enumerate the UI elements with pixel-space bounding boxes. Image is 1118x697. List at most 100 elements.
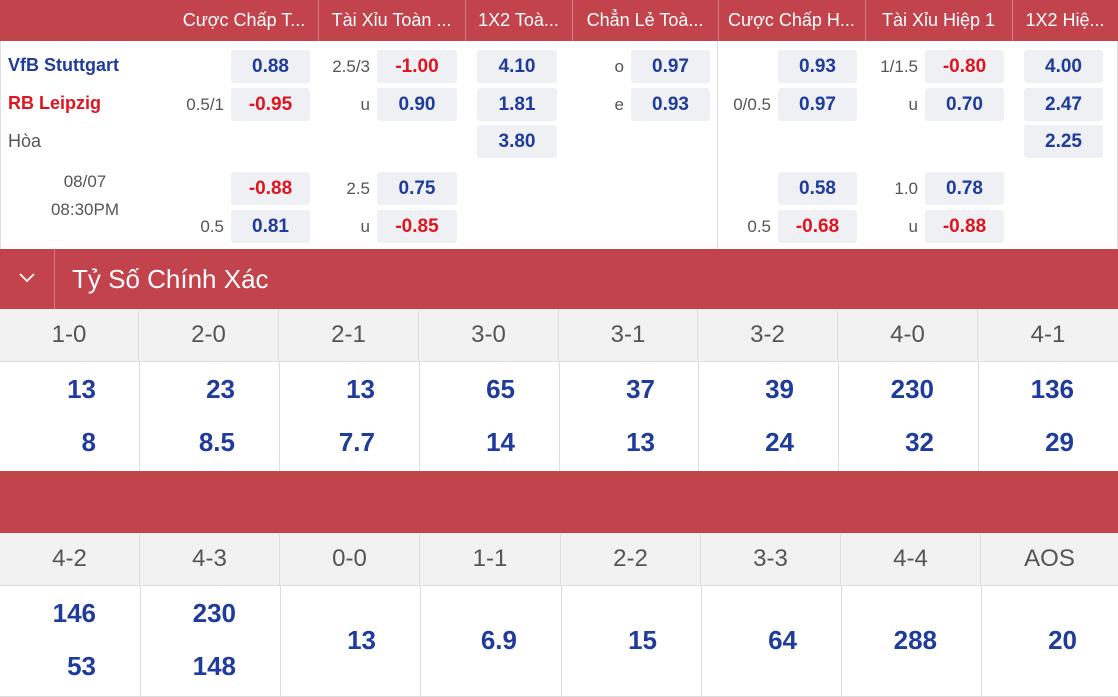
h1-under-alt-odds[interactable]: -0.88 [925,210,1004,243]
column-divider [140,585,141,697]
correct-score-section-header[interactable]: Tỷ Số Chính Xác [0,249,1118,309]
home-team-name[interactable]: VfB Stuttgart [8,55,119,75]
score-odds-away[interactable]: 148 [192,651,236,681]
away-team-name[interactable]: RB Leipzig [8,93,101,113]
score-odds-away[interactable]: 14 [486,427,515,457]
score-label: 2-2 [561,533,701,585]
ft-odd-odds[interactable]: 0.97 [631,50,710,83]
ft-handicap-alt-away-odds[interactable]: 0.81 [231,210,310,243]
h1-ou-alt-line: 1.0 [894,179,918,198]
score-label: 3-3 [701,533,841,585]
ft-over-alt-odds[interactable]: 0.75 [377,172,457,205]
column-divider [981,585,982,697]
h1-handicap-alt-away-odds[interactable]: -0.68 [778,210,857,243]
score-odds-home[interactable]: 65 [486,374,515,404]
score-odds-home[interactable]: 146 [52,598,96,628]
h1-over-alt-odds[interactable]: 0.78 [925,172,1004,205]
score-label: 0-0 [280,533,420,585]
score-odds-draw[interactable]: 6.9 [480,625,517,655]
h1-1x2-home-odds[interactable]: 4.00 [1024,50,1103,83]
score-label: AOS [1024,545,1075,572]
h1-over-odds[interactable]: -0.80 [925,50,1004,83]
score-odds-draw[interactable]: 13 [347,625,376,655]
score-odds-home[interactable]: 23 [206,374,235,404]
ft-handicap-alt-home-odds[interactable]: -0.88 [231,172,310,205]
ft-handicap-line: 0.5/1 [186,95,224,114]
ft-1x2-away-odds[interactable]: 1.81 [477,88,557,121]
score-odds-home[interactable]: 13 [67,374,96,404]
ft-even-odds[interactable]: 0.93 [631,88,710,121]
row-divider [0,585,1118,586]
col-ft-odd-even[interactable]: Chẳn Lẻ Toà... [586,10,704,30]
score-odds-draw[interactable]: 288 [893,625,937,655]
ft-ou-line: 2.5/3 [332,57,370,76]
score-label: 3-2 [698,309,838,361]
ft-over-odds[interactable]: -1.00 [377,50,457,83]
score-label: 4-0 [838,309,978,361]
col-h1-over-under[interactable]: Tài Xỉu Hiệp 1 [881,10,996,30]
score-label: 2-1 [279,309,419,361]
score-odds-away[interactable]: 32 [905,427,934,457]
score-label: 3-1 [559,309,698,361]
score-odds-away[interactable]: 24 [765,427,794,457]
score-odds-home[interactable]: 13 [346,374,375,404]
h1-under-odds[interactable]: 0.70 [925,88,1004,121]
column-divider [841,585,842,697]
score-odds-home[interactable]: 37 [626,374,655,404]
h1-1x2-draw-odds[interactable]: 2.25 [1024,125,1103,158]
h1-handicap-home-odds[interactable]: 0.93 [778,50,857,83]
score-odds-away[interactable]: 8.5 [198,427,235,457]
score-odds-away[interactable]: 7.7 [338,427,375,457]
h1-handicap-alt-home-odds[interactable]: 0.58 [778,172,857,205]
header-divider [865,0,866,41]
col-h1-handicap[interactable]: Cược Chấp H... [728,10,855,30]
column-divider [561,585,562,697]
column-divider [701,585,702,697]
score-label: 4-2 [0,533,140,585]
score-odds-home[interactable]: 230 [192,598,236,628]
score-odds-draw[interactable]: 15 [628,625,657,655]
match-datetime: 08/07 08:30PM [20,168,150,224]
score-label: 1-1 [420,533,561,585]
col-ft-1x2[interactable]: 1X2 Toà... [478,10,559,30]
match-time: 08:30PM [50,200,120,219]
ft-handicap-alt-line: 0.5 [200,217,224,236]
column-divider [978,361,979,471]
header-divider [1012,0,1013,41]
ft-1x2-home-odds[interactable]: 4.10 [477,50,557,83]
score-odds-away[interactable]: 13 [626,427,655,457]
section-title: Tỷ Số Chính Xác [72,264,269,294]
chevron-down-icon [19,273,35,283]
score-odds-home[interactable]: 136 [1030,374,1074,404]
ft-handicap-home-odds[interactable]: 0.88 [231,50,310,83]
ft-even-label: e [614,95,624,114]
score-grid-top-header: 1-0 2-0 2-1 3-0 3-1 3-2 4-0 4-1 [0,309,1118,361]
ft-handicap-away-odds[interactable]: -0.95 [231,88,310,121]
h1-1x2-away-odds[interactable]: 2.47 [1024,88,1103,121]
score-odds-home[interactable]: 39 [765,374,794,404]
col-ft-handicap[interactable]: Cược Chấp T... [182,10,306,30]
ft-1x2-draw-odds[interactable]: 3.80 [477,125,557,158]
score-odds-away[interactable]: 29 [1045,427,1074,457]
col-h1-1x2[interactable]: 1X2 Hiệ... [1025,10,1105,30]
header-divider [465,0,466,41]
col-ft-over-under[interactable]: Tài Xỉu Toàn ... [331,10,452,30]
header-divider [572,0,573,41]
collapse-toggle[interactable] [0,249,55,309]
column-divider [279,361,280,471]
ft-under-alt-odds[interactable]: -0.85 [377,210,457,243]
column-divider [419,361,420,471]
score-odds-away[interactable]: 8 [81,427,96,457]
match-date: 08/07 [63,172,107,191]
h1-under-label: u [908,95,918,114]
ft-under-odds[interactable]: 0.90 [377,88,457,121]
score-odds-away[interactable]: 53 [67,651,96,681]
ft-ou-alt-line: 2.5 [346,179,370,198]
h1-handicap-away-odds[interactable]: 0.97 [778,88,857,121]
score-odds-other[interactable]: 20 [1048,625,1077,655]
score-odds-home[interactable]: 230 [890,374,934,404]
score-odds-draw[interactable]: 64 [768,625,797,655]
column-divider [698,361,699,471]
section-separator-bar [0,471,1118,533]
header-divider [718,0,719,41]
